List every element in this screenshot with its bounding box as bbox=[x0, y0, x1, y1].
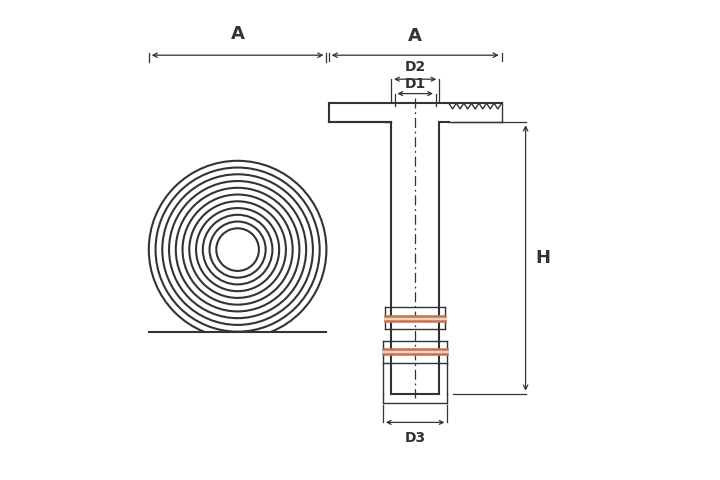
Text: H: H bbox=[535, 249, 550, 267]
Text: A: A bbox=[408, 26, 422, 45]
Text: A: A bbox=[230, 25, 245, 43]
Text: D3: D3 bbox=[405, 431, 426, 445]
Text: D2: D2 bbox=[405, 60, 426, 74]
Bar bbox=[139, 332, 336, 480]
Text: D1: D1 bbox=[405, 77, 426, 91]
